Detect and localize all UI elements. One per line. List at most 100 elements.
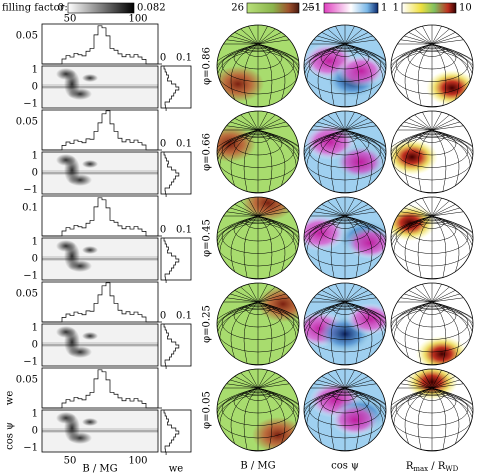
- density-blob: [68, 88, 92, 100]
- side-panel: [160, 65, 192, 109]
- meridian: [391, 200, 433, 217]
- phase-label: φ=0.05: [202, 391, 213, 429]
- meridian: [344, 111, 361, 131]
- meridian: [431, 197, 448, 217]
- meridian: [431, 301, 447, 365]
- meridian: [431, 25, 463, 45]
- meridian: [401, 283, 433, 303]
- colorbar: [323, 2, 379, 14]
- axis-tick: 0: [160, 225, 166, 236]
- side-panel: [160, 409, 192, 453]
- side-histogram: [163, 410, 180, 455]
- meridian: [257, 129, 273, 193]
- meridian: [304, 372, 346, 389]
- axis-tick: 1: [32, 151, 38, 162]
- axis-tick: 1: [32, 323, 38, 334]
- meridian: [230, 215, 259, 279]
- meridian: [314, 25, 346, 45]
- meridian: [344, 35, 386, 45]
- sphere: [304, 369, 386, 451]
- meridian: [257, 121, 299, 131]
- meridian: [401, 197, 433, 217]
- sphere-outline: [390, 282, 474, 366]
- meridian: [257, 197, 274, 217]
- sphere: [304, 111, 386, 193]
- sphere-outline: [216, 196, 300, 280]
- axis-tick: −1: [23, 185, 38, 196]
- meridian: [417, 43, 433, 107]
- meridian: [401, 369, 433, 389]
- meridian: [401, 111, 433, 131]
- meridian: [242, 25, 259, 45]
- meridian: [230, 387, 259, 451]
- meridian: [329, 25, 346, 45]
- meridian: [217, 372, 259, 389]
- meridian: [391, 286, 433, 303]
- axis-tick: −1: [23, 357, 38, 368]
- sphere-patch: [217, 66, 264, 102]
- meridian: [314, 197, 346, 217]
- density-blob: [82, 74, 98, 82]
- sphere: [217, 197, 299, 279]
- meridian: [304, 114, 346, 131]
- meridian: [314, 111, 346, 131]
- histogram-panel: [41, 23, 159, 65]
- meridian: [391, 372, 433, 389]
- meridian: [242, 197, 259, 217]
- sphere: [217, 25, 299, 107]
- axis-tick: 1: [32, 237, 38, 248]
- sphere-outline: [390, 110, 474, 194]
- colorbar: [401, 2, 457, 14]
- meridian: [217, 207, 259, 217]
- density-blob: [68, 432, 92, 444]
- meridian: [344, 369, 376, 389]
- meridian: [344, 293, 386, 303]
- meridian: [344, 301, 373, 365]
- meridian: [416, 25, 433, 45]
- axis-tick: 0.1: [176, 139, 192, 150]
- sphere-outline: [303, 110, 387, 194]
- axis-label: cos ψ: [331, 461, 359, 472]
- axis-tick: 0: [160, 311, 166, 322]
- meridian: [304, 207, 346, 217]
- meridian: [431, 372, 473, 389]
- density-band: [42, 256, 158, 261]
- meridian: [344, 301, 360, 365]
- meridian: [404, 129, 433, 193]
- colorbar-tick: 0: [58, 3, 64, 14]
- sphere: [391, 197, 473, 279]
- meridian: [344, 25, 376, 45]
- meridian: [344, 114, 386, 131]
- meridian: [344, 207, 386, 217]
- meridian: [257, 387, 286, 451]
- meridian: [344, 387, 373, 451]
- meridian: [304, 286, 346, 303]
- meridian: [243, 43, 259, 107]
- meridian: [257, 301, 273, 365]
- meridian: [431, 387, 447, 451]
- meridian: [257, 301, 286, 365]
- meridian: [431, 121, 473, 131]
- meridian: [391, 28, 433, 45]
- meridian: [257, 379, 299, 389]
- meridian: [217, 379, 259, 389]
- meridian: [431, 301, 460, 365]
- axis-tick: 0.05: [16, 31, 38, 42]
- axis-tick: 0: [160, 139, 166, 150]
- sphere: [304, 25, 386, 107]
- axis-tick: 50: [64, 14, 77, 25]
- colorbar-label: filling factor:: [2, 3, 68, 14]
- meridian: [431, 200, 473, 217]
- axis-tick: 1: [32, 65, 38, 76]
- colorbar-tick: 1: [381, 3, 387, 14]
- y-axis-label: cos ψ: [5, 422, 16, 450]
- sphere-patch: [426, 70, 473, 106]
- phase-label: φ=0.25: [202, 305, 213, 343]
- axis-tick: 100: [128, 14, 147, 25]
- axis-tick: 0.1: [176, 53, 192, 64]
- meridian: [431, 197, 463, 217]
- meridian: [257, 197, 289, 217]
- y-axis-label: we: [5, 391, 16, 406]
- meridian: [230, 43, 259, 107]
